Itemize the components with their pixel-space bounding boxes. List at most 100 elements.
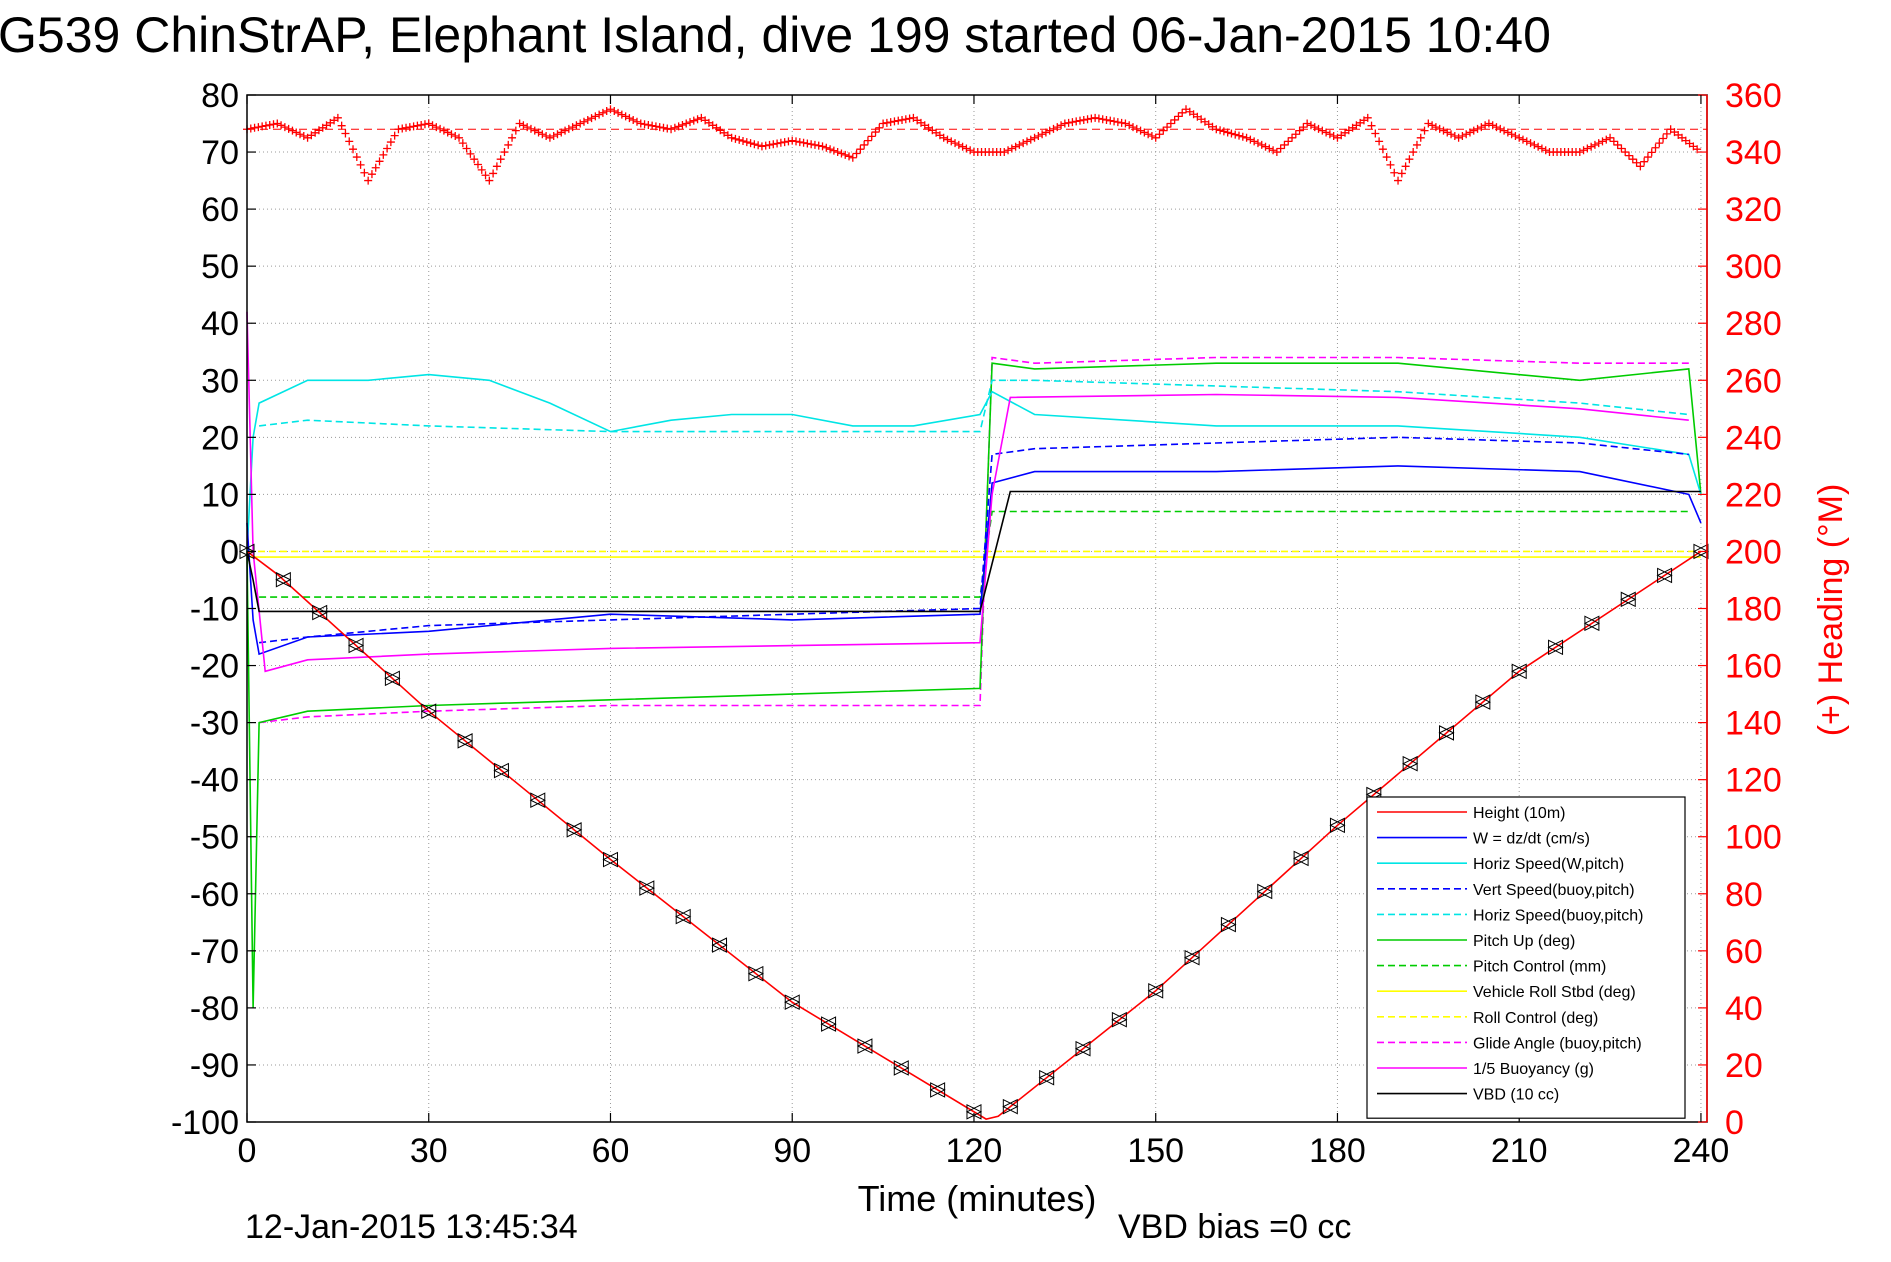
heading-marker (674, 122, 683, 131)
heading-marker (1310, 123, 1319, 132)
heading-marker (1102, 115, 1111, 124)
heading-marker (1329, 132, 1338, 141)
heading-marker (1140, 128, 1149, 137)
heading-marker (1500, 126, 1509, 135)
legend-label: Vert Speed(buoy,pitch) (1473, 882, 1635, 899)
heading-marker (1606, 133, 1615, 142)
heading-marker (398, 124, 407, 133)
depth-marker (893, 1060, 910, 1076)
heading-marker (754, 141, 763, 150)
heading-marker (1632, 158, 1641, 167)
heading-marker (1174, 112, 1183, 121)
legend-label: Vehicle Roll Stbd (deg) (1473, 984, 1636, 1001)
heading-tick-label: 20 (1725, 1047, 1763, 1085)
heading-marker (1110, 117, 1119, 126)
heading-marker (841, 150, 850, 159)
series-line-w-dz-dt-cm-s (246, 465, 1702, 656)
heading-marker (598, 108, 607, 117)
heading-marker (727, 133, 736, 142)
heading-marker (1049, 124, 1058, 133)
timestamp: 12-Jan-2015 13:45:34 (245, 1208, 578, 1246)
heading-marker (1530, 140, 1539, 149)
heading-marker (875, 123, 884, 132)
heading-marker (492, 162, 501, 171)
heading-marker (405, 123, 414, 132)
heading-marker (1159, 126, 1168, 135)
x-tick-label: 180 (1309, 1132, 1366, 1170)
heading-marker (1121, 119, 1130, 128)
heading-marker (799, 138, 808, 147)
depth-marker (1111, 1011, 1128, 1028)
x-tick-label: 150 (1127, 1132, 1184, 1170)
heading-marker (1598, 137, 1607, 146)
heading-marker (360, 168, 369, 177)
heading-marker (1643, 153, 1652, 162)
heading-marker (958, 142, 967, 151)
heading-marker (1041, 128, 1050, 137)
heading-marker (682, 119, 691, 128)
heading-marker (591, 112, 600, 121)
y-tick-label: 10 (201, 476, 239, 514)
heading-marker (402, 123, 411, 132)
x-tick-label: 60 (592, 1132, 630, 1170)
depth-marker (638, 880, 655, 896)
heading-marker (561, 126, 570, 135)
heading-marker (477, 165, 486, 174)
depth-marker (1692, 543, 1710, 560)
heading-marker (1390, 168, 1399, 177)
depth-marker (1038, 1069, 1055, 1086)
heading-marker (1178, 108, 1187, 117)
heading-marker (947, 137, 956, 146)
heading-marker (1303, 119, 1312, 128)
heading-marker (1291, 130, 1300, 139)
heading-marker (1375, 137, 1384, 146)
heading-marker (436, 124, 445, 133)
legend-label: Pitch Control (mm) (1473, 959, 1606, 976)
heading-marker (500, 148, 509, 157)
heading-marker (773, 139, 782, 148)
heading-marker (1216, 126, 1225, 135)
heading-marker (542, 132, 551, 141)
heading-marker (428, 121, 437, 130)
y-tick-label: 80 (201, 77, 239, 115)
heading-marker (602, 107, 611, 116)
heading-marker (1465, 128, 1474, 137)
heading-tick-label: 80 (1725, 876, 1763, 914)
y-tick-label: -90 (190, 1047, 239, 1085)
heading-marker (595, 110, 604, 119)
heading-marker (810, 140, 819, 149)
heading-marker (447, 130, 456, 139)
depth-marker (784, 994, 801, 1010)
heading-marker (349, 145, 358, 154)
chart-title: G539 ChinStrAP, Elephant Island, dive 19… (0, 7, 1551, 63)
heading-marker (1325, 130, 1334, 139)
heading-marker (882, 118, 891, 127)
heading-marker (1083, 115, 1092, 124)
depth-marker (1002, 1098, 1019, 1115)
depth-marker (1292, 850, 1310, 867)
depth-marker (602, 851, 619, 868)
heading-marker (504, 140, 513, 149)
heading-marker (1515, 133, 1524, 142)
heading-marker (1613, 140, 1622, 149)
heading-marker (455, 133, 464, 142)
heading-marker (1420, 126, 1429, 135)
heading-marker (788, 136, 797, 145)
heading-marker (640, 120, 649, 129)
heading-marker (1235, 131, 1244, 140)
heading-marker (1534, 142, 1543, 151)
heading-marker (292, 128, 301, 137)
heading-marker (1594, 139, 1603, 148)
heading-marker (1662, 129, 1671, 138)
depth-marker (566, 822, 583, 838)
heading-marker (1435, 124, 1444, 133)
heading-marker (795, 138, 804, 147)
heading-marker (1136, 126, 1145, 135)
heading-marker (1246, 135, 1255, 144)
heading-marker (1007, 144, 1016, 153)
heading-marker (833, 148, 842, 157)
depth-marker (1220, 916, 1237, 933)
heading-marker (632, 117, 641, 126)
heading-marker (757, 142, 766, 151)
